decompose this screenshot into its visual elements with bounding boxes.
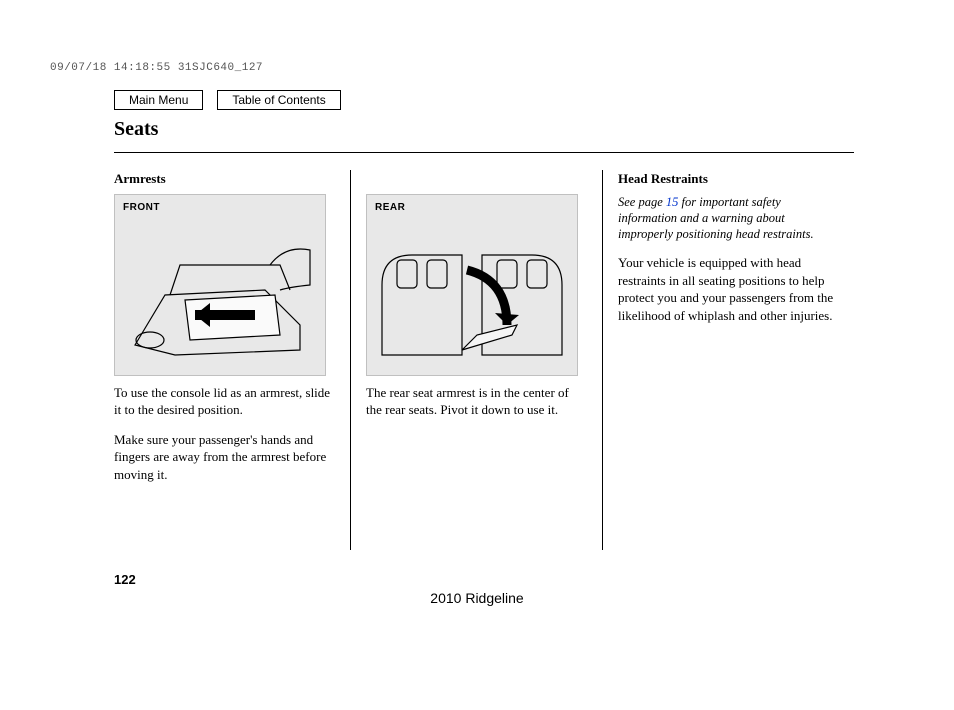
toc-button[interactable]: Table of Contents — [217, 90, 340, 110]
armrests-heading: Armrests — [114, 170, 335, 188]
front-armrest-illustration: FRONT — [114, 194, 326, 376]
head-restraints-text-1: Your vehicle is equipped with head restr… — [618, 254, 839, 324]
note-pre: See page — [618, 195, 666, 209]
rear-armrest-text-1: The rear seat armrest is in the center o… — [366, 384, 587, 419]
vehicle-model-footer: 2010 Ridgeline — [0, 590, 954, 606]
front-armrest-sketch — [115, 195, 325, 375]
rear-armrest-sketch — [367, 195, 577, 375]
page-ref-link[interactable]: 15 — [666, 195, 679, 209]
header-timestamp-code: 09/07/18 14:18:55 31SJC640_127 — [50, 62, 263, 74]
front-armrest-text-2: Make sure your passenger's hands and fin… — [114, 431, 335, 484]
front-armrest-text-1: To use the console lid as an armrest, sl… — [114, 384, 335, 419]
main-menu-button[interactable]: Main Menu — [114, 90, 203, 110]
page-number: 122 — [114, 572, 136, 587]
head-restraints-heading: Head Restraints — [618, 170, 839, 188]
rear-armrest-illustration: REAR — [366, 194, 578, 376]
page-title: Seats — [114, 118, 158, 141]
content-columns: Armrests FRONT To use the console lid as… — [114, 170, 854, 550]
column-front-armrest: Armrests FRONT To use the console lid as… — [114, 170, 350, 550]
title-rule — [114, 152, 854, 153]
spacer-heading — [366, 170, 587, 188]
nav-buttons-container: Main Menu Table of Contents — [114, 90, 351, 110]
column-head-restraints: Head Restraints See page 15 for importan… — [602, 170, 854, 550]
column-rear-armrest: REAR The rear seat armrest is in the cen… — [350, 170, 602, 550]
safety-note: See page 15 for important safety informa… — [618, 194, 839, 243]
